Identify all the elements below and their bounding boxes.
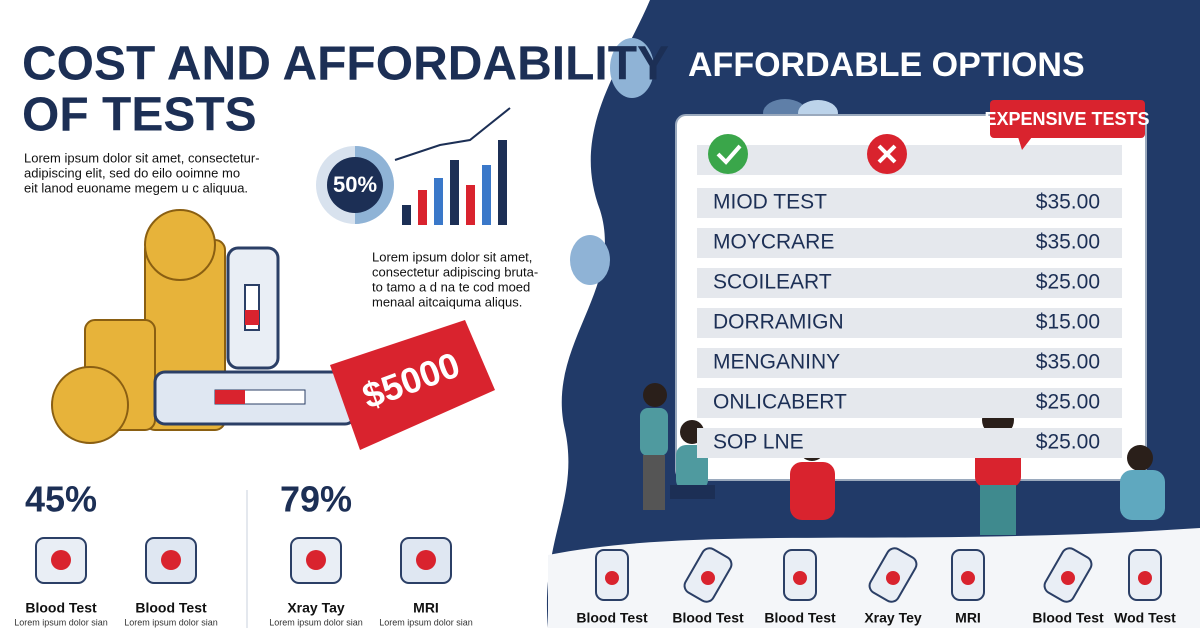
test-caption: Lorem ipsum dolor sian [124,617,218,627]
badge-box [990,100,1145,138]
test-icon-accent [161,550,181,570]
donut [316,146,394,224]
bottom-icons: Blood Test Blood Test Blood Test Xray Tey MR… [576,547,1176,626]
intro-text: eit lanod euoname megem u c aliquua. [24,180,248,195]
icon-accent [605,571,619,585]
note-text: consectetur adipiscing bruta- [372,264,538,279]
test-label: Blood Test [135,600,207,616]
stat-value: 45% [25,479,97,520]
icon-label: Xray Tey [864,610,922,626]
row-bg [697,308,1122,338]
intro-text: adipiscing elit, sed do eilo ooimne mo [24,165,240,180]
test-price: $35.00 [1036,351,1100,374]
row-bg [697,228,1122,258]
stat-value: 79% [280,479,352,520]
note-text: to tamo a d na te cod moed [372,279,530,294]
icon-accent [701,571,715,585]
test-price: $25.00 [1036,391,1100,414]
test-caption: Lorem ipsum dolor sian [269,617,363,627]
row-bg [697,188,1122,218]
test-name: SOP LNE [713,431,804,454]
icon-accent [961,571,975,585]
test-icon-accent [51,550,71,570]
donut-label: 50% [333,172,377,197]
icon-accent [1061,571,1075,585]
row-bg [697,268,1122,298]
test-label: MRI [413,600,439,616]
test-caption: Lorem ipsum dolor sian [379,617,473,627]
panel-title: AFFORDABLE OPTIONS [688,46,1085,84]
test-caption: Lorem ipsum dolor sian [14,617,108,627]
badge-label: EXPENSIVE TESTS [984,109,1149,129]
board-header [697,145,1122,175]
intro-text: Lorem ipsum dolor sit amet, consectetur- [24,150,260,165]
test-price: $15.00 [1036,311,1100,334]
note-text: menaal aitcaiquma aliqus. [372,294,522,309]
row-bg [697,428,1122,458]
test-name: DORRAMIGN [713,311,844,334]
test-icon-accent [306,550,326,570]
row-bg [697,388,1122,418]
title: OF TESTS [22,89,257,142]
row-bg [697,348,1122,378]
note-text: Lorem ipsum dolor sit amet, [372,249,532,264]
test-label: Xray Tay [287,600,345,616]
test-name: SCOILEART [713,271,832,294]
icon-accent [886,571,900,585]
icon-label: Blood Test [1032,610,1104,626]
test-icon-accent [416,550,436,570]
check-mark [716,144,742,165]
options-table: MIOD TEST $35.00 MOYCRARE $35.00 SCOILEART $2… [697,188,1122,458]
icon-label: Blood Test [576,610,648,626]
test-label: Blood Test [25,600,97,616]
icon-accent [1138,571,1152,585]
cross-mark [877,144,897,164]
test-price: $35.00 [1036,231,1100,254]
test-price: $25.00 [1036,271,1100,294]
icon-label: Blood Test [764,610,836,626]
test-device [153,246,495,450]
icon-accent [793,571,807,585]
test-name: MIOD TEST [713,191,827,214]
test-name: MOYCRARE [713,231,834,254]
title: COST AND AFFORDABILITY [22,38,669,91]
test-price: $35.00 [1036,191,1100,214]
test-price: $25.00 [1036,431,1100,454]
test-name: ONLICABERT [713,391,847,414]
check-icon [708,134,748,174]
icon-label: Wod Test [1114,610,1176,626]
bar-chart [394,107,511,225]
icon-label: MRI [955,610,981,626]
test-name: MENGANINY [713,351,840,374]
badge-tail [1018,137,1032,150]
icon-label: Blood Test [672,610,744,626]
